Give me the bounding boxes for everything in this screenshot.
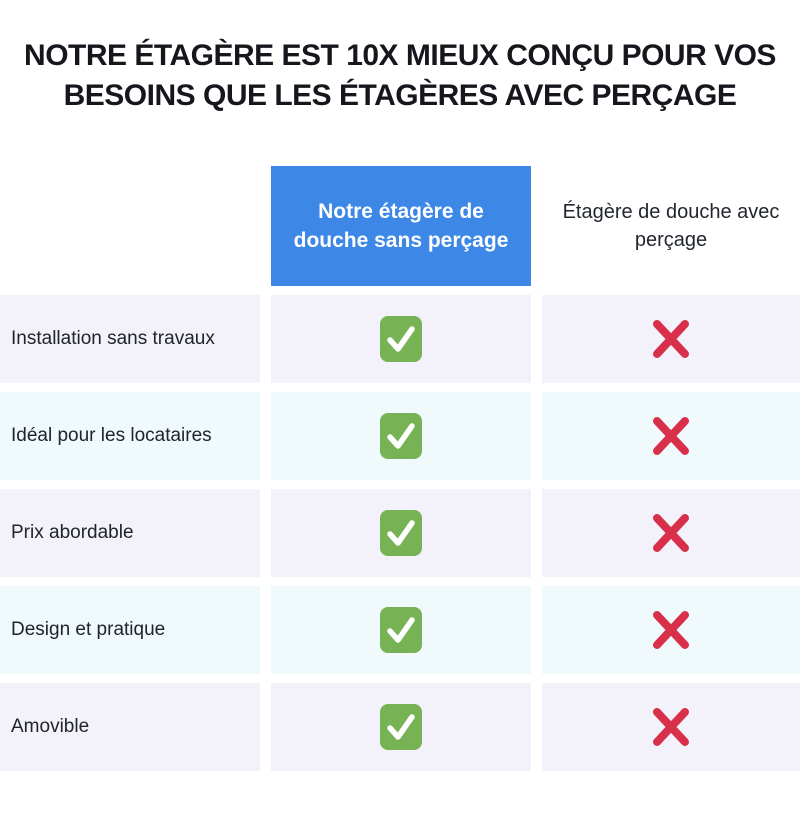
table-cell-theirs	[542, 295, 800, 383]
table-cell-ours	[271, 295, 531, 383]
column-header-ours-label: Notre étagère de douche sans perçage	[293, 200, 509, 252]
feature-label: Amovible	[11, 716, 90, 737]
table-row-label: Design et pratique	[0, 586, 260, 674]
feature-label: Installation sans travaux	[11, 328, 215, 349]
table-cell-ours	[271, 683, 531, 771]
table-row-label: Idéal pour les locataires	[0, 392, 260, 480]
table-row-label: Amovible	[0, 683, 260, 771]
feature-label: Idéal pour les locataires	[11, 425, 212, 446]
feature-label: Prix abordable	[11, 522, 134, 543]
table-cell-theirs	[542, 489, 800, 577]
check-icon	[380, 607, 422, 653]
table-cell-ours	[271, 489, 531, 577]
table-cell-theirs	[542, 683, 800, 771]
table-cell-theirs	[542, 586, 800, 674]
page-title: NOTRE ÉTAGÈRE EST 10X MIEUX CONÇU POUR V…	[24, 39, 776, 112]
cross-icon	[653, 417, 689, 455]
check-icon	[380, 316, 422, 362]
column-header-ours: Notre étagère de douche sans perçage	[271, 166, 531, 286]
cross-icon	[653, 320, 689, 358]
column-header-theirs-label: Étagère de douche avec perçage	[562, 201, 780, 251]
table-row-label: Prix abordable	[0, 489, 260, 577]
check-icon	[380, 704, 422, 750]
table-cell-ours	[271, 392, 531, 480]
table-cell-theirs	[542, 392, 800, 480]
cross-icon	[653, 708, 689, 746]
feature-label: Design et pratique	[11, 619, 166, 640]
table-row-label: Installation sans travaux	[0, 295, 260, 383]
check-icon	[380, 413, 422, 459]
header-spacer	[0, 166, 260, 286]
table-cell-ours	[271, 586, 531, 674]
check-icon	[380, 510, 422, 556]
column-header-theirs: Étagère de douche avec perçage	[542, 166, 800, 286]
cross-icon	[653, 514, 689, 552]
cross-icon	[653, 611, 689, 649]
comparison-table: Notre étagère de douche sans perçage Éta…	[0, 166, 800, 771]
